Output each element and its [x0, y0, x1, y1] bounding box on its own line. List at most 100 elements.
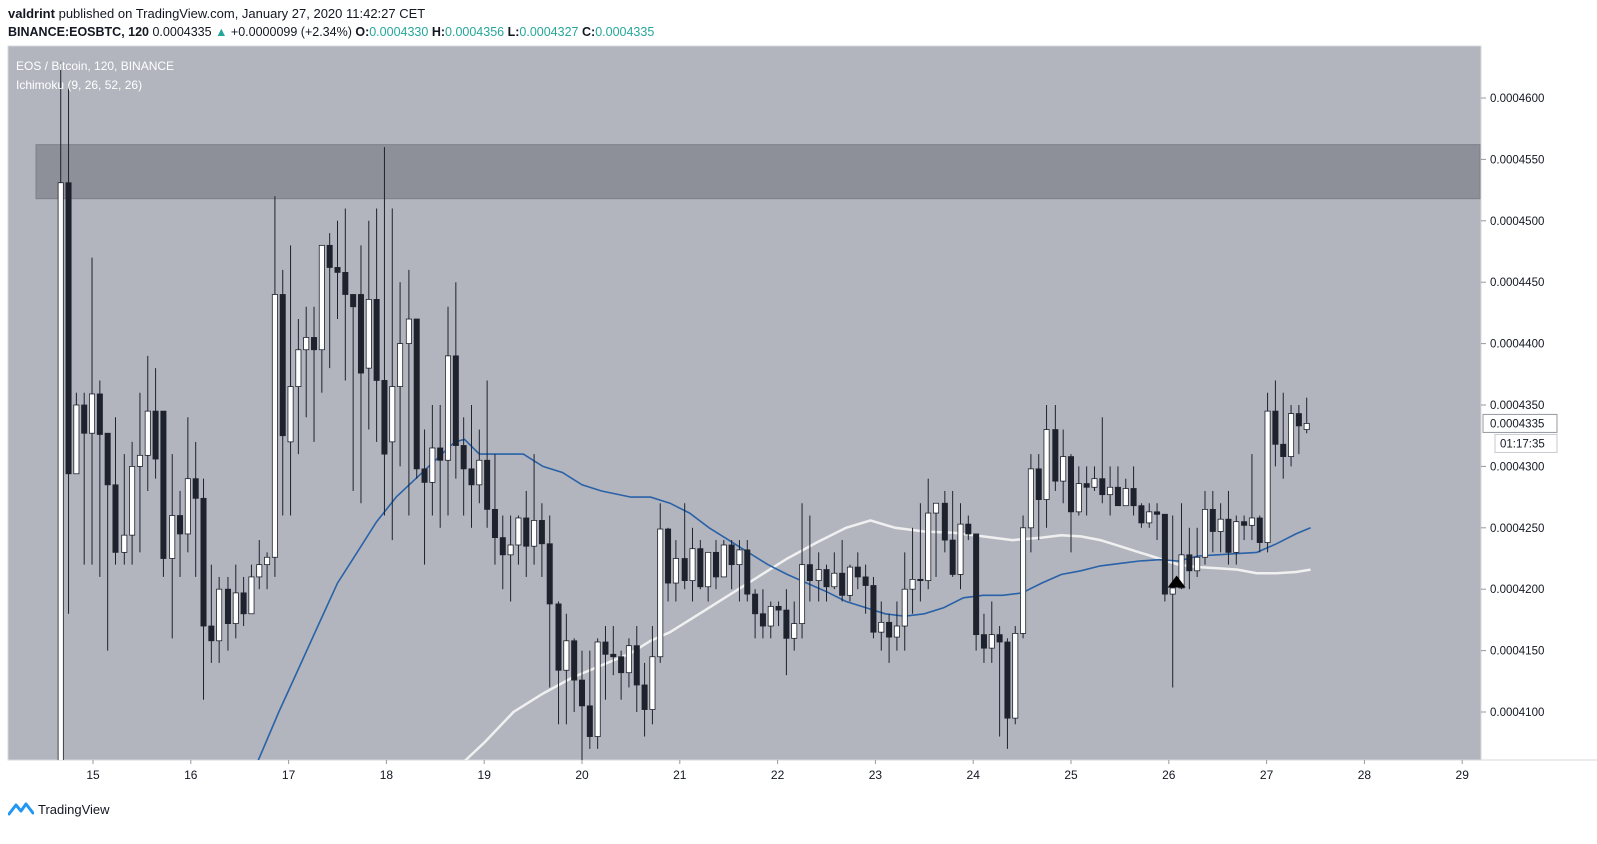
candle[interactable]: [555, 601, 562, 725]
candle[interactable]: [925, 478, 932, 590]
candle[interactable]: [81, 392, 88, 565]
candle[interactable]: [1083, 466, 1090, 516]
candle[interactable]: [744, 540, 751, 602]
candle[interactable]: [917, 503, 924, 602]
candle[interactable]: [957, 503, 964, 590]
candle[interactable]: [144, 355, 151, 491]
candle[interactable]: [256, 540, 263, 590]
candle[interactable]: [571, 638, 578, 712]
candle[interactable]: [563, 613, 570, 725]
candle[interactable]: [579, 650, 586, 762]
candle[interactable]: [996, 626, 1003, 737]
candle[interactable]: [484, 380, 491, 528]
candle[interactable]: [1194, 527, 1201, 577]
candle[interactable]: [405, 269, 412, 516]
candle[interactable]: [681, 503, 688, 590]
candle[interactable]: [901, 552, 908, 651]
candle[interactable]: [1272, 380, 1279, 467]
candle[interactable]: [949, 490, 956, 577]
candle[interactable]: [594, 638, 601, 749]
candle[interactable]: [1178, 503, 1185, 590]
candle[interactable]: [657, 503, 664, 663]
candle[interactable]: [468, 405, 475, 528]
candle[interactable]: [712, 540, 719, 590]
candle[interactable]: [1146, 503, 1153, 528]
candle[interactable]: [232, 564, 239, 639]
candle[interactable]: [1217, 503, 1224, 553]
candle[interactable]: [96, 380, 103, 577]
candle[interactable]: [941, 490, 948, 553]
candle[interactable]: [523, 490, 530, 577]
candle[interactable]: [728, 540, 735, 590]
candle[interactable]: [854, 552, 861, 590]
candle[interactable]: [1288, 405, 1295, 467]
candle[interactable]: [1114, 466, 1121, 507]
candle[interactable]: [1060, 429, 1067, 504]
candle[interactable]: [295, 319, 302, 455]
candle[interactable]: [649, 626, 656, 725]
candle[interactable]: [689, 527, 696, 602]
candle[interactable]: [878, 601, 885, 651]
candle[interactable]: [397, 282, 404, 467]
candle[interactable]: [839, 540, 846, 602]
candle[interactable]: [980, 613, 987, 663]
candle[interactable]: [538, 503, 545, 577]
candle[interactable]: [1027, 454, 1034, 553]
candle[interactable]: [136, 392, 143, 553]
candle[interactable]: [1020, 515, 1027, 639]
candle[interactable]: [342, 208, 349, 381]
candle[interactable]: [815, 552, 822, 602]
candle[interactable]: [641, 662, 648, 737]
candle[interactable]: [546, 515, 553, 688]
candle[interactable]: [445, 306, 452, 516]
candle[interactable]: [893, 601, 900, 651]
candle[interactable]: [334, 220, 341, 320]
candle[interactable]: [672, 540, 679, 602]
candle[interactable]: [389, 208, 396, 541]
candle[interactable]: [216, 576, 223, 663]
resistance-zone[interactable]: [35, 144, 1481, 200]
candle[interactable]: [1209, 490, 1216, 553]
candle[interactable]: [1169, 515, 1176, 688]
candle[interactable]: [988, 601, 995, 663]
candle[interactable]: [965, 515, 972, 541]
candle[interactable]: [806, 515, 813, 602]
candle[interactable]: [89, 257, 96, 565]
candle[interactable]: [1295, 405, 1302, 455]
candle[interactable]: [279, 269, 286, 516]
candle[interactable]: [311, 306, 318, 442]
candle[interactable]: [224, 576, 231, 651]
candle[interactable]: [491, 454, 498, 565]
candle[interactable]: [57, 61, 64, 761]
candle[interactable]: [1099, 417, 1106, 504]
candle[interactable]: [736, 540, 743, 602]
candle[interactable]: [1233, 515, 1240, 565]
candle[interactable]: [287, 245, 294, 516]
candle[interactable]: [1043, 405, 1050, 528]
candle[interactable]: [507, 515, 514, 602]
candle[interactable]: [177, 490, 184, 577]
candle[interactable]: [1122, 478, 1129, 507]
candle[interactable]: [381, 147, 388, 516]
candle[interactable]: [1075, 466, 1082, 516]
candle[interactable]: [112, 417, 119, 565]
candle[interactable]: [775, 601, 782, 627]
candle[interactable]: [767, 601, 774, 639]
candle[interactable]: [326, 233, 333, 369]
candle[interactable]: [318, 244, 325, 393]
candle[interactable]: [515, 515, 522, 565]
candle[interactable]: [531, 454, 538, 565]
candle[interactable]: [1303, 397, 1310, 434]
candle[interactable]: [846, 564, 853, 602]
candle[interactable]: [184, 417, 191, 553]
candle[interactable]: [1186, 527, 1193, 590]
candle[interactable]: [1248, 454, 1255, 541]
candle[interactable]: [240, 576, 247, 627]
candle[interactable]: [1225, 490, 1232, 565]
candle[interactable]: [618, 650, 625, 700]
candle[interactable]: [152, 368, 159, 479]
candle[interactable]: [586, 650, 593, 749]
candle[interactable]: [831, 552, 838, 590]
candle[interactable]: [799, 503, 806, 639]
